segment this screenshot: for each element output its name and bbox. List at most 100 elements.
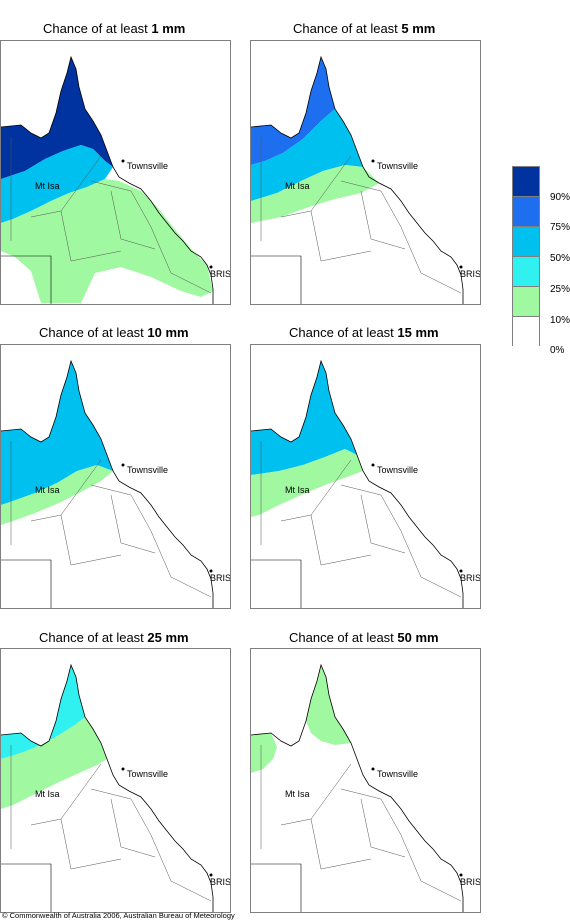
- map-panel-1mm: Townsville Mt Isa BRIS: [0, 40, 231, 305]
- legend-label-75: 75%: [550, 222, 570, 233]
- state-border: [251, 255, 302, 304]
- map-panel-10mm: Townsville Mt Isa BRIS: [0, 344, 231, 609]
- probability-zone: [1, 361, 113, 505]
- mt-isa-label: Mt Isa: [285, 181, 310, 191]
- brisbane-label: BRIS: [460, 269, 480, 279]
- legend-swatch-25: [512, 256, 540, 286]
- probability-zone: [251, 361, 357, 475]
- map-panel-5mm: Townsville Mt Isa BRIS: [250, 40, 481, 305]
- brisbane-marker: [209, 569, 213, 573]
- panel-title-5mm: Chance of at least 5 mm: [293, 21, 436, 36]
- map-background: [251, 649, 480, 912]
- brisbane-label: BRIS: [210, 573, 230, 583]
- townsville-label: Townsville: [127, 161, 168, 171]
- townsville-marker: [371, 463, 375, 467]
- map-panel-50mm: Townsville Mt Isa BRIS: [250, 648, 481, 913]
- panel-title-50mm: Chance of at least 50 mm: [289, 630, 439, 645]
- brisbane-label: BRIS: [460, 877, 480, 887]
- probability-zone: [251, 449, 363, 517]
- coastline: [1, 663, 214, 912]
- rainfall-probability-map: Townsville Mt Isa BRIS: [1, 41, 230, 304]
- coastline: [251, 663, 464, 912]
- legend-swatch-10: [512, 286, 540, 316]
- townsville-label: Townsville: [377, 769, 418, 779]
- probability-legend: 90% 75% 50% 25% 10% 0%: [512, 166, 570, 356]
- district-boundaries: [10, 137, 212, 294]
- rainfall-probability-map: Townsville Mt Isa BRIS: [251, 41, 480, 304]
- probability-zone: [251, 733, 277, 773]
- probability-zone: [1, 717, 107, 809]
- rainfall-probability-map: Townsville Mt Isa BRIS: [251, 649, 480, 912]
- panel-title-10mm: Chance of at least 10 mm: [39, 325, 189, 340]
- map-background: [251, 41, 480, 304]
- coastline: [1, 359, 214, 608]
- state-border: [251, 863, 302, 912]
- district-boundaries: [260, 441, 462, 598]
- map-panel-15mm: Townsville Mt Isa BRIS: [250, 344, 481, 609]
- map-background: [1, 649, 230, 912]
- panel-title-1mm: Chance of at least 1 mm: [43, 21, 186, 36]
- mt-isa-label: Mt Isa: [35, 181, 60, 191]
- rainfall-probability-map: Townsville Mt Isa BRIS: [1, 345, 230, 608]
- district-boundaries: [10, 745, 212, 902]
- townsville-marker: [121, 463, 125, 467]
- probability-zone: [306, 665, 351, 745]
- map-background: [251, 345, 480, 608]
- legend-swatch-0: [512, 316, 540, 346]
- legend-label-90: 90%: [550, 192, 570, 203]
- legend-swatch-50: [512, 226, 540, 256]
- brisbane-marker: [459, 569, 463, 573]
- coastline: [251, 359, 464, 608]
- probability-zone: [1, 57, 113, 179]
- probability-zone: [251, 109, 363, 201]
- rainfall-probability-map: Townsville Mt Isa BRIS: [251, 345, 480, 608]
- townsville-marker: [371, 159, 375, 163]
- copyright-notice: © Commonwealth of Australia 2006, Austra…: [2, 911, 235, 920]
- townsville-label: Townsville: [377, 465, 418, 475]
- map-background: [1, 41, 230, 304]
- townsville-marker: [121, 767, 125, 771]
- brisbane-marker: [209, 873, 213, 877]
- mt-isa-label: Mt Isa: [285, 485, 310, 495]
- district-boundaries: [260, 137, 462, 294]
- brisbane-label: BRIS: [210, 877, 230, 887]
- mt-isa-label: Mt Isa: [285, 789, 310, 799]
- townsville-label: Townsville: [377, 161, 418, 171]
- probability-zone: [1, 665, 85, 759]
- probability-zone: [1, 179, 213, 303]
- legend-label-25: 25%: [550, 284, 570, 295]
- probability-zone: [251, 57, 335, 165]
- brisbane-marker: [459, 265, 463, 269]
- rainfall-probability-map: Townsville Mt Isa BRIS: [1, 649, 230, 912]
- brisbane-label: BRIS: [460, 573, 480, 583]
- legend-label-50: 50%: [550, 253, 570, 264]
- brisbane-marker: [459, 873, 463, 877]
- panel-title-25mm: Chance of at least 25 mm: [39, 630, 189, 645]
- townsville-marker: [121, 159, 125, 163]
- district-boundaries: [260, 745, 462, 902]
- state-border: [1, 863, 52, 912]
- map-panel-25mm: Townsville Mt Isa BRIS: [0, 648, 231, 913]
- legend-label-0: 0%: [550, 345, 565, 356]
- state-border: [251, 559, 302, 608]
- legend-swatch-75: [512, 196, 540, 226]
- townsville-marker: [371, 767, 375, 771]
- legend-label-10: 10%: [550, 315, 570, 326]
- probability-zone: [251, 165, 379, 223]
- state-border: [1, 255, 52, 304]
- coastline: [251, 55, 464, 304]
- mt-isa-label: Mt Isa: [35, 485, 60, 495]
- brisbane-marker: [209, 265, 213, 269]
- brisbane-label: BRIS: [210, 269, 230, 279]
- state-border: [1, 559, 52, 608]
- townsville-label: Townsville: [127, 769, 168, 779]
- townsville-label: Townsville: [127, 465, 168, 475]
- map-background: [1, 345, 230, 608]
- district-boundaries: [10, 441, 212, 598]
- mt-isa-label: Mt Isa: [35, 789, 60, 799]
- probability-zone: [1, 145, 113, 223]
- coastline: [1, 55, 214, 304]
- probability-zone: [1, 465, 113, 525]
- legend-swatch-90: [512, 166, 540, 196]
- panel-title-15mm: Chance of at least 15 mm: [289, 325, 439, 340]
